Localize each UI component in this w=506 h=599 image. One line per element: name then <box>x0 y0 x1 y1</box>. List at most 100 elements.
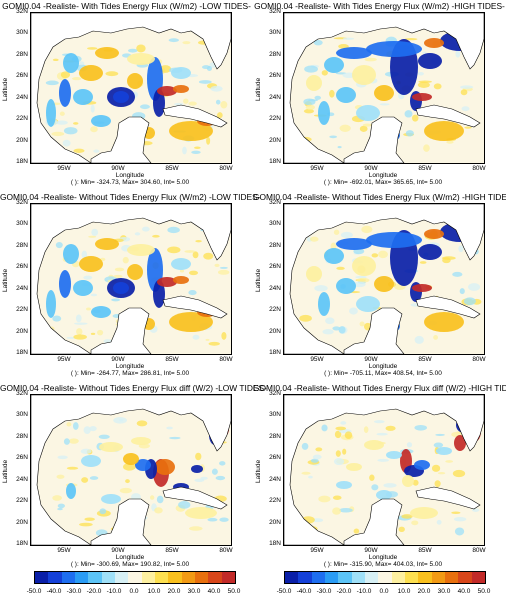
flux-speckle <box>383 483 397 488</box>
flux-speckle <box>73 148 85 153</box>
flux-speckle <box>75 314 82 323</box>
latitude-tick: 18N <box>269 349 281 356</box>
flux-speckle <box>149 495 155 500</box>
flux-speckle <box>183 98 189 104</box>
flux-speckle <box>182 146 187 155</box>
axis-label-latitude: Latitude <box>2 268 9 292</box>
flux-speckle <box>179 269 185 273</box>
flux-speckle <box>423 144 430 152</box>
flux-speckle <box>433 335 438 340</box>
flux-speckle <box>68 438 79 444</box>
colorbar-label: 0.0 <box>129 588 139 595</box>
longitude-tick: 95W <box>57 547 71 554</box>
yucatan-coastline <box>343 498 405 545</box>
longitude-tick: 80W <box>219 356 233 363</box>
panel-title: GOMI0.04 -Realiste- Without Tides Energy… <box>253 192 506 202</box>
latitude-tick: 30N <box>269 220 281 228</box>
flux-anomaly <box>169 312 213 332</box>
flux-speckle <box>431 464 441 472</box>
flux-speckle <box>353 528 360 534</box>
cuba-coastline <box>415 104 481 128</box>
flux-anomaly <box>113 91 129 103</box>
colorbar-label: 0.0 <box>379 588 389 595</box>
flux-speckle <box>335 426 347 431</box>
flux-anomaly <box>386 451 402 459</box>
latitude-tick: 22N <box>269 306 281 314</box>
flux-anomaly <box>127 73 143 89</box>
flux-speckle <box>86 307 91 311</box>
latitude-tick: 20N <box>16 327 28 335</box>
colorbar-label: 40.0 <box>207 588 221 595</box>
flux-anomaly <box>169 121 213 141</box>
flux-anomaly <box>59 270 71 298</box>
colorbar-swatch <box>324 572 339 583</box>
latitude-tick: 22N <box>269 497 281 505</box>
map-plot <box>283 203 485 355</box>
longitude-tick: 95W <box>310 356 324 363</box>
flux-anomaly <box>424 312 464 332</box>
flux-speckle <box>304 65 318 73</box>
flux-speckle <box>404 110 413 118</box>
flux-speckle <box>321 424 328 432</box>
flux-speckle <box>208 341 220 346</box>
flux-speckle <box>336 266 345 270</box>
flux-speckle <box>314 95 321 100</box>
flux-speckle <box>342 448 347 455</box>
flux-speckle <box>198 80 212 84</box>
flux-speckle <box>417 72 424 76</box>
latitude-tick: 18N <box>16 349 28 356</box>
flux-speckle <box>422 51 427 54</box>
panel-title: GOMI0.04 -Realiste- Without Tides Energy… <box>0 192 261 202</box>
flux-speckle <box>125 479 130 484</box>
longitude-tick: 95W <box>310 165 324 172</box>
flux-speckle <box>359 321 365 327</box>
colorbar-swatch <box>351 572 365 583</box>
flux-anomaly <box>324 248 344 264</box>
flux-speckle <box>329 135 338 139</box>
axis-label-longitude: Longitude <box>115 172 145 179</box>
flux-speckle <box>455 50 461 58</box>
flux-speckle <box>206 65 213 72</box>
axis-label-longitude: Longitude <box>368 172 398 179</box>
longitude-tick: 95W <box>57 356 71 363</box>
flux-speckle <box>194 478 205 483</box>
flux-speckle <box>88 235 97 238</box>
flux-anomaly <box>191 465 203 473</box>
flux-speckle <box>87 47 98 50</box>
latitude-tick: 22N <box>16 497 28 505</box>
colorbar-swatch <box>378 572 392 583</box>
flux-speckle <box>203 252 214 260</box>
flux-speckle <box>219 517 229 522</box>
us-coastline <box>31 204 231 354</box>
flux-anomaly <box>454 435 466 451</box>
flux-speckle <box>340 231 353 239</box>
axis-label-latitude: Latitude <box>2 459 9 483</box>
flux-speckle <box>152 234 160 238</box>
flux-anomaly <box>63 53 79 73</box>
flux-anomaly <box>79 256 103 272</box>
flux-anomaly <box>81 455 101 467</box>
flux-speckle <box>437 472 446 475</box>
latitude-tick: 24N <box>269 475 281 483</box>
flux-speckle <box>113 274 123 278</box>
longitude-tick: 80W <box>219 547 233 554</box>
flux-anomaly <box>66 483 76 499</box>
flux-speckle <box>349 307 358 315</box>
flux-anomaly <box>113 282 129 294</box>
flux-speckle <box>333 229 340 235</box>
flux-speckle <box>139 104 150 110</box>
colorbar-swatch <box>61 572 75 583</box>
colorbar-swatch <box>431 572 445 583</box>
flux-speckle <box>411 520 419 526</box>
latitude-tick: 20N <box>269 327 281 335</box>
map-panel: GOMI0.04 -Realiste- Without Tides Energy… <box>0 382 267 574</box>
flux-speckle <box>210 85 223 92</box>
flux-speckle <box>81 477 89 483</box>
colorbar-label: -20.0 <box>86 588 102 595</box>
flux-anomaly <box>410 507 438 519</box>
yucatan-coastline <box>90 307 152 354</box>
longitude-tick: 95W <box>57 165 71 172</box>
longitude-tick: 90W <box>364 356 378 363</box>
flux-anomaly <box>318 101 330 125</box>
latitude-tick: 26N <box>269 454 281 462</box>
